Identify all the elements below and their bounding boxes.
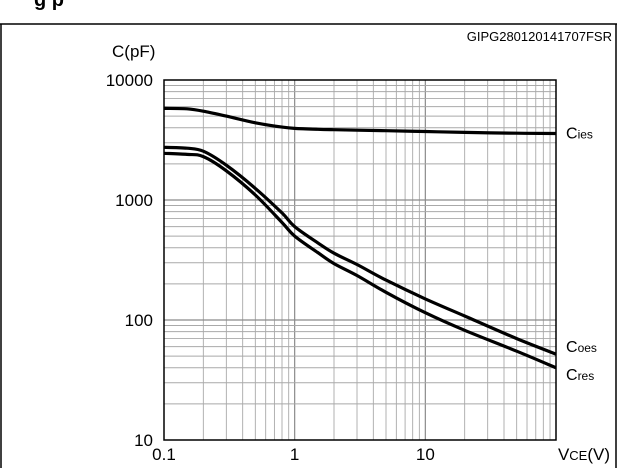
x-tick-label: 0.1 <box>152 445 176 464</box>
series-labels: Cies Coes Cres <box>566 126 597 384</box>
x-tick-label: 10 <box>416 445 435 464</box>
y-tick-label: 10000 <box>106 71 153 90</box>
x-tick-label: 1 <box>290 445 299 464</box>
y-tick-label: 10 <box>134 431 153 450</box>
y-axis-label: C(pF) <box>112 42 155 61</box>
grid <box>164 80 556 440</box>
figure-code: GIPG280120141707FSR <box>467 29 612 44</box>
y-tick-label: 1000 <box>115 191 153 210</box>
series-layer <box>163 106 557 370</box>
series-line-cies <box>163 106 557 136</box>
cropped-figure-title: g p <box>0 0 617 24</box>
y-tick-label: 100 <box>125 311 153 330</box>
series-label: Coes <box>566 339 597 356</box>
x-axis-label: VCE(V) <box>558 445 610 464</box>
x-axis-label-sub: CE <box>569 448 587 463</box>
series-label: Cies <box>566 126 593 143</box>
cropped-title-fragment: g p <box>34 0 64 11</box>
y-tick-labels: 10 100 1000 10000 <box>106 71 153 450</box>
x-axis-label-main: V <box>558 445 570 464</box>
x-axis-label-unit: (V) <box>587 445 610 464</box>
plot-area-border <box>163 79 557 441</box>
series-line-cres <box>163 151 557 370</box>
series-line-coes <box>163 145 557 356</box>
series-label: Cres <box>566 367 594 384</box>
x-tick-labels: 0.1 1 10 <box>152 445 435 464</box>
